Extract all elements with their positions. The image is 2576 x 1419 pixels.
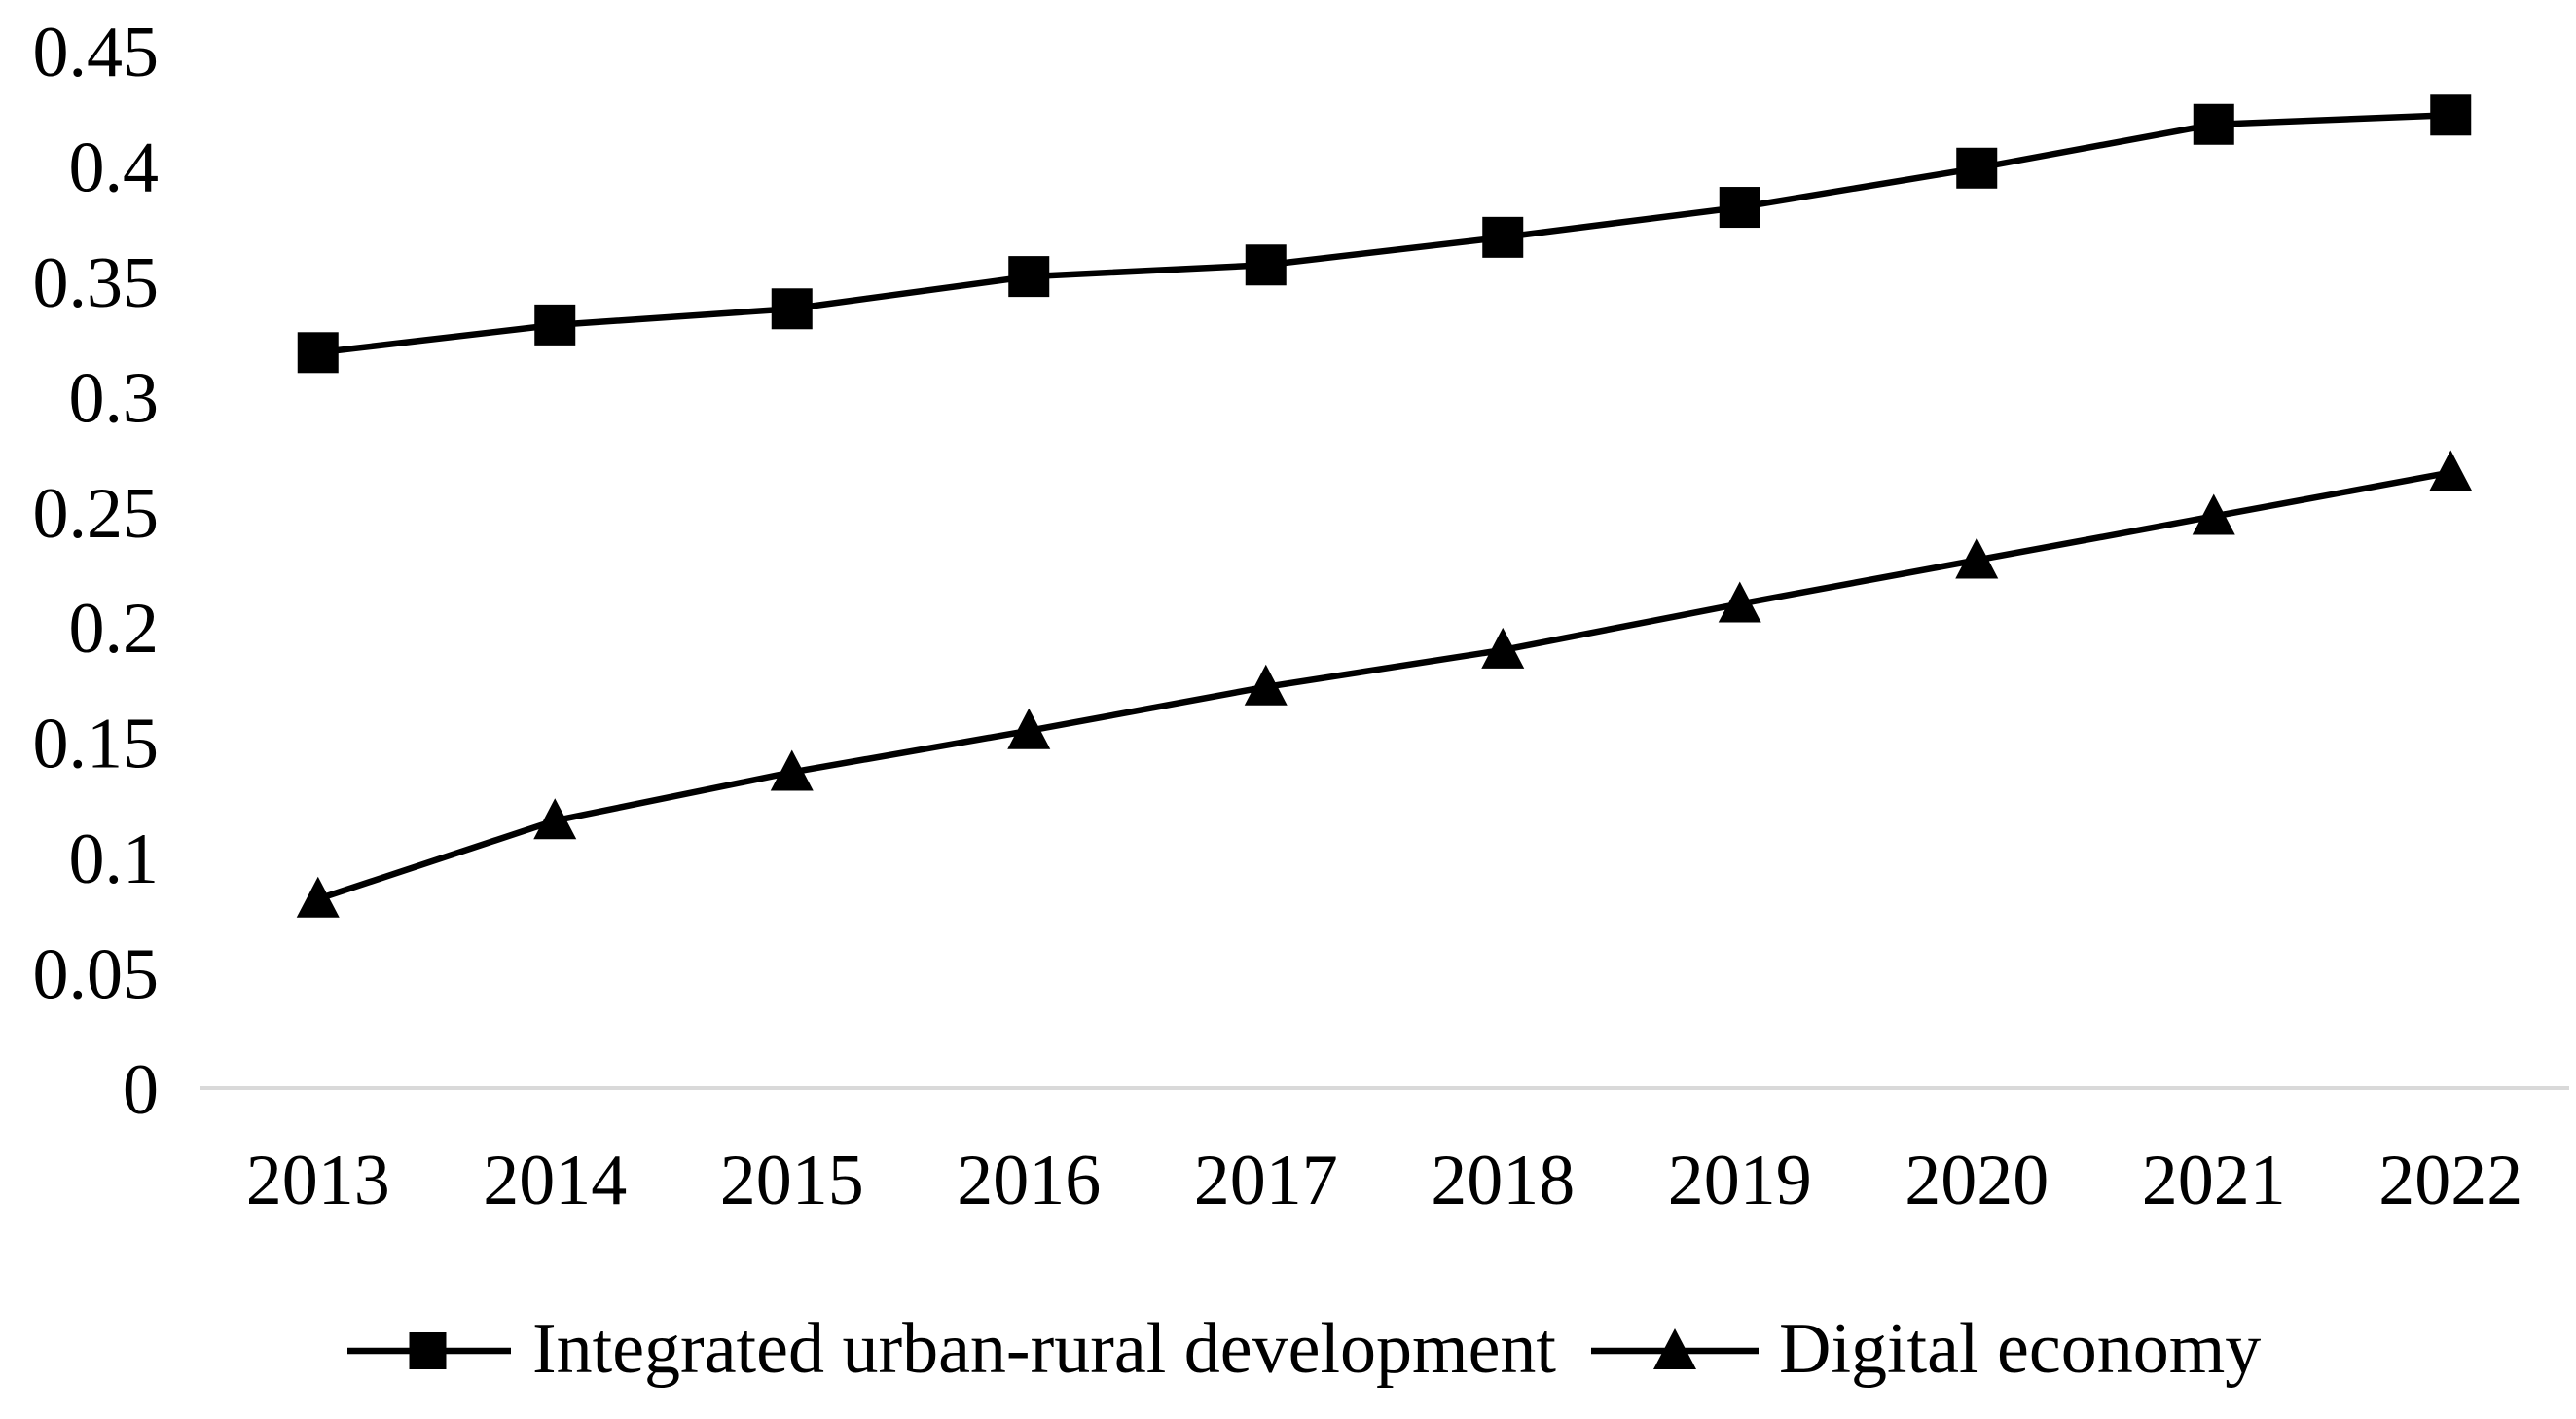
- x-tick-label: 2015: [720, 1141, 864, 1220]
- series-square: [297, 94, 2472, 374]
- data-point-marker-square: [1245, 244, 1287, 286]
- legend: Integrated urban-rural development Digita…: [347, 1309, 2261, 1389]
- y-tick-label: 0.2: [69, 589, 160, 669]
- data-point-marker-triangle: [1481, 627, 1525, 669]
- data-point-marker-square: [2430, 94, 2472, 136]
- data-point-marker-triangle: [2192, 493, 2235, 535]
- y-tick-label: 0.3: [69, 358, 160, 438]
- series-line: [314, 469, 2454, 902]
- x-tick-label: 2014: [483, 1141, 627, 1220]
- x-tick-label: 2019: [1668, 1141, 1812, 1220]
- data-series-layer: [296, 94, 2473, 918]
- x-tick-label: 2013: [246, 1141, 390, 1220]
- data-point-marker-triangle: [1007, 708, 1051, 749]
- data-point-marker-square: [297, 332, 339, 374]
- data-point-marker-square: [1482, 216, 1524, 258]
- legend-item: Integrated urban-rural development: [347, 1309, 1556, 1389]
- legend-triangle-marker: [1653, 1328, 1696, 1369]
- series-triangle: [296, 450, 2473, 918]
- x-tick-label: 2018: [1431, 1141, 1575, 1220]
- y-tick-label: 0.15: [33, 705, 160, 784]
- legend-label: Integrated urban-rural development: [532, 1309, 1556, 1389]
- y-tick-label: 0: [123, 1050, 159, 1130]
- data-point-marker-square: [771, 288, 813, 330]
- x-tick-label: 2020: [1905, 1141, 2049, 1220]
- data-point-marker-triangle: [2429, 450, 2473, 491]
- y-tick-label: 0.05: [33, 935, 160, 1015]
- y-tick-label: 0.25: [33, 474, 160, 554]
- data-point-marker-triangle: [533, 798, 577, 840]
- y-tick-label: 0.1: [69, 819, 160, 899]
- data-point-marker-triangle: [1244, 664, 1288, 706]
- legend-item: Digital economy: [1591, 1309, 2261, 1389]
- y-tick-label: 0.35: [33, 243, 160, 323]
- data-point-marker-square: [1008, 256, 1050, 298]
- data-point-marker-triangle: [770, 749, 814, 791]
- x-tick-label: 2017: [1194, 1141, 1338, 1220]
- x-tick-label: 2021: [2142, 1141, 2286, 1220]
- x-tick-label: 2022: [2378, 1141, 2522, 1220]
- series-line: [314, 112, 2454, 356]
- y-axis-tick-labels: 0 0.05 0.1 0.15 0.2 0.25 0.3 0.35 0.4 0.45: [33, 13, 160, 1130]
- x-tick-label: 2016: [957, 1141, 1101, 1220]
- data-point-marker-square: [1956, 147, 1998, 189]
- legend-label: Digital economy: [1779, 1309, 2261, 1389]
- x-axis-tick-labels: 2013 2014 2015 2016 2017 2018 2019 2020 2021 2022: [246, 1141, 2523, 1220]
- data-point-marker-triangle: [296, 876, 340, 918]
- y-tick-label: 0.45: [33, 13, 160, 92]
- data-point-marker-square: [2193, 103, 2234, 145]
- legend-square-marker: [409, 1332, 447, 1369]
- y-tick-label: 0.4: [69, 127, 160, 207]
- data-point-marker-square: [1719, 187, 1760, 229]
- data-point-marker-square: [534, 304, 576, 346]
- data-point-marker-triangle: [1718, 581, 1761, 623]
- data-point-marker-triangle: [1955, 537, 1999, 579]
